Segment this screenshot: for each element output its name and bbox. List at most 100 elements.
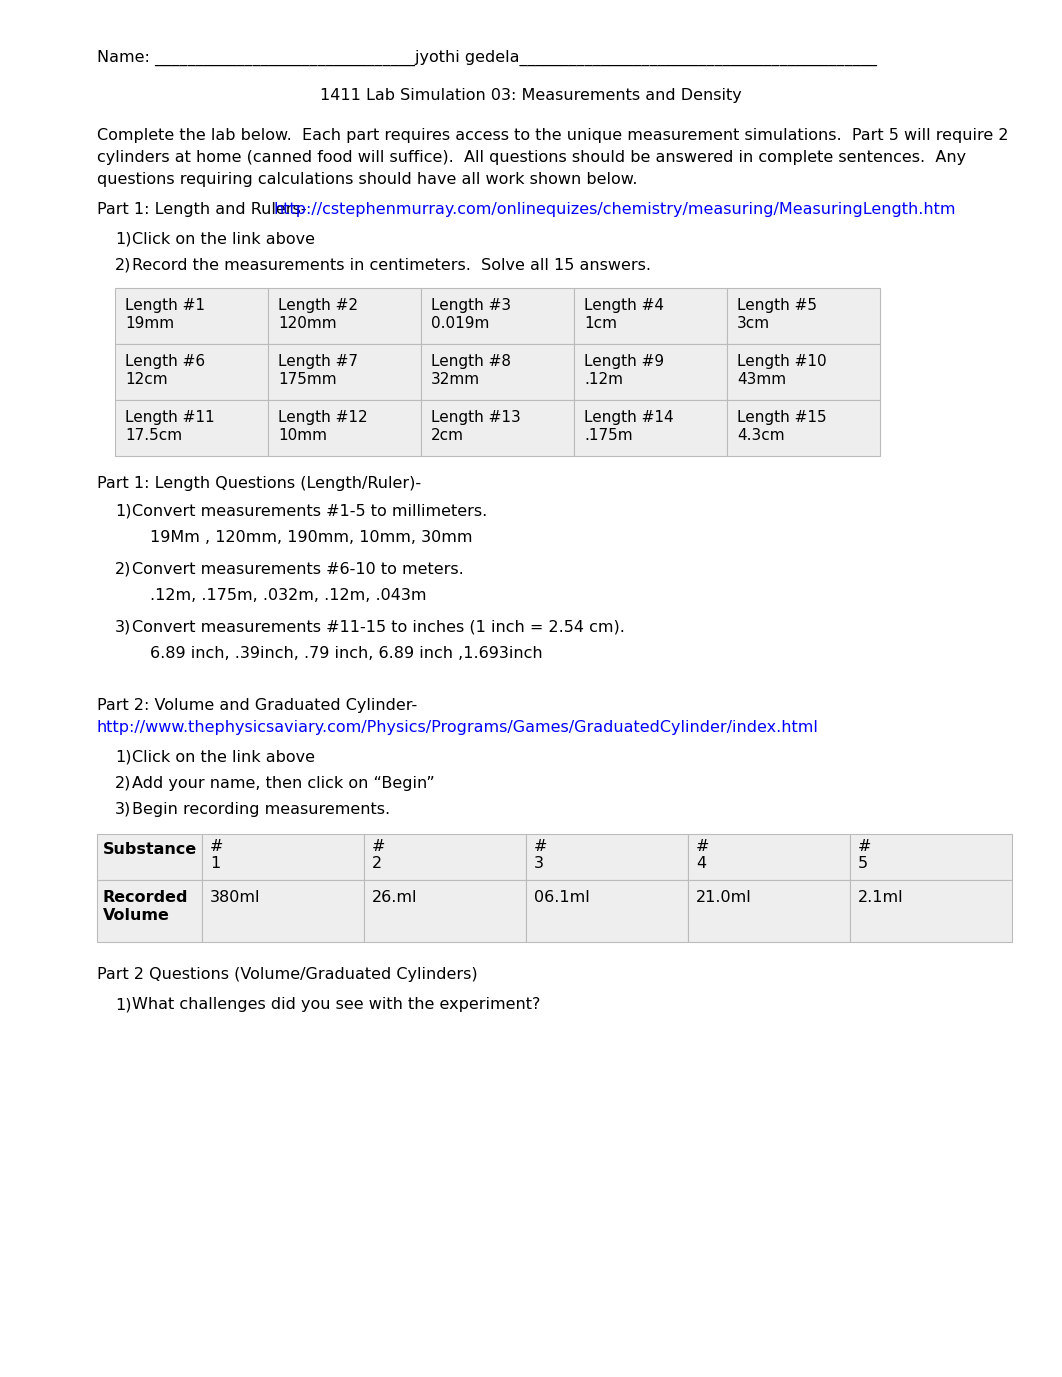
Text: Length #10: Length #10 — [737, 354, 826, 369]
Text: 1): 1) — [115, 231, 132, 246]
Text: questions requiring calculations should have all work shown below.: questions requiring calculations should … — [97, 172, 637, 187]
Bar — [364, 834, 526, 880]
Text: Part 2: Volume and Graduated Cylinder-: Part 2: Volume and Graduated Cylinder- — [97, 698, 417, 713]
Text: What challenges did you see with the experiment?: What challenges did you see with the exp… — [132, 997, 541, 1012]
Text: 3): 3) — [115, 620, 132, 635]
Text: 3): 3) — [115, 801, 132, 817]
Text: 43mm: 43mm — [737, 372, 786, 387]
Bar — [268, 344, 421, 399]
Text: Add your name, then click on “Begin”: Add your name, then click on “Begin” — [132, 777, 434, 790]
Bar — [573, 288, 727, 344]
Text: Length #1: Length #1 — [125, 297, 205, 313]
Text: #: # — [534, 839, 547, 854]
Text: Length #5: Length #5 — [737, 297, 817, 313]
Text: Length #13: Length #13 — [431, 410, 520, 425]
Text: #: # — [858, 839, 872, 854]
Text: Length #2: Length #2 — [278, 297, 358, 313]
Text: #: # — [210, 839, 223, 854]
Text: Click on the link above: Click on the link above — [132, 750, 315, 766]
Text: Name: ________________________________jyothi gedela_____________________________: Name: ________________________________jy… — [97, 50, 877, 66]
Text: Click on the link above: Click on the link above — [132, 231, 315, 246]
Text: 175mm: 175mm — [278, 372, 337, 387]
Text: #: # — [696, 839, 709, 854]
Text: http://cstephenmurray.com/onlinequizes/chemistry/measuring/MeasuringLength.htm: http://cstephenmurray.com/onlinequizes/c… — [274, 202, 957, 218]
Bar — [115, 399, 268, 456]
Text: Complete the lab below.  Each part requires access to the unique measurement sim: Complete the lab below. Each part requir… — [97, 128, 1009, 143]
Text: Substance: Substance — [103, 841, 198, 856]
Bar — [268, 288, 421, 344]
Bar — [850, 834, 1012, 880]
Text: 2: 2 — [372, 856, 382, 872]
Text: 1: 1 — [210, 856, 220, 872]
Bar — [526, 880, 688, 942]
Text: Length #6: Length #6 — [125, 354, 205, 369]
Text: http://www.thephysicsaviary.com/Physics/Programs/Games/GraduatedCylinder/index.h: http://www.thephysicsaviary.com/Physics/… — [97, 720, 819, 735]
Text: Length #4: Length #4 — [584, 297, 664, 313]
Text: 1411 Lab Simulation 03: Measurements and Density: 1411 Lab Simulation 03: Measurements and… — [320, 88, 742, 103]
Bar — [421, 288, 573, 344]
Text: 32mm: 32mm — [431, 372, 480, 387]
Bar — [526, 834, 688, 880]
Bar — [573, 344, 727, 399]
Text: Recorded: Recorded — [103, 890, 188, 905]
Text: .175m: .175m — [584, 428, 633, 443]
Text: 3cm: 3cm — [737, 315, 770, 330]
Text: 19mm: 19mm — [125, 315, 174, 330]
Bar — [115, 288, 268, 344]
Text: .12m, .175m, .032m, .12m, .043m: .12m, .175m, .032m, .12m, .043m — [150, 588, 427, 603]
Bar — [202, 834, 364, 880]
Text: #: # — [372, 839, 386, 854]
Text: Part 1: Length Questions (Length/Ruler)-: Part 1: Length Questions (Length/Ruler)- — [97, 476, 422, 492]
Text: 6.89 inch, .39inch, .79 inch, 6.89 inch ,1.693inch: 6.89 inch, .39inch, .79 inch, 6.89 inch … — [150, 646, 543, 661]
Bar — [202, 880, 364, 942]
Bar — [115, 344, 268, 399]
Text: 2): 2) — [115, 777, 132, 790]
Text: Part 2 Questions (Volume/Graduated Cylinders): Part 2 Questions (Volume/Graduated Cylin… — [97, 967, 478, 982]
Text: Convert measurements #1-5 to millimeters.: Convert measurements #1-5 to millimeters… — [132, 504, 487, 519]
Bar — [268, 399, 421, 456]
Bar — [688, 834, 850, 880]
Text: Length #7: Length #7 — [278, 354, 358, 369]
Text: Length #9: Length #9 — [584, 354, 664, 369]
Text: 2): 2) — [115, 562, 132, 577]
Text: Record the measurements in centimeters.  Solve all 15 answers.: Record the measurements in centimeters. … — [132, 257, 651, 273]
Text: Begin recording measurements.: Begin recording measurements. — [132, 801, 390, 817]
Text: 2): 2) — [115, 257, 132, 273]
Text: 120mm: 120mm — [278, 315, 337, 330]
Text: Part 1: Length and Rulers-: Part 1: Length and Rulers- — [97, 202, 311, 218]
Text: 380ml: 380ml — [210, 890, 260, 905]
Text: 17.5cm: 17.5cm — [125, 428, 182, 443]
Text: .12m: .12m — [584, 372, 623, 387]
Text: 12cm: 12cm — [125, 372, 168, 387]
Text: 06.1ml: 06.1ml — [534, 890, 589, 905]
Text: Length #14: Length #14 — [584, 410, 673, 425]
Text: 10mm: 10mm — [278, 428, 327, 443]
Text: 21.0ml: 21.0ml — [696, 890, 752, 905]
Text: Length #15: Length #15 — [737, 410, 826, 425]
Bar — [727, 344, 880, 399]
Bar — [573, 399, 727, 456]
Bar — [97, 834, 202, 880]
Bar — [850, 880, 1012, 942]
Text: 19Mm , 120mm, 190mm, 10mm, 30mm: 19Mm , 120mm, 190mm, 10mm, 30mm — [150, 530, 473, 545]
Bar — [688, 880, 850, 942]
Text: 1): 1) — [115, 504, 132, 519]
Bar — [97, 880, 202, 942]
Text: Convert measurements #11-15 to inches (1 inch = 2.54 cm).: Convert measurements #11-15 to inches (1… — [132, 620, 624, 635]
Text: 1): 1) — [115, 997, 132, 1012]
Text: 1): 1) — [115, 750, 132, 766]
Text: 26.ml: 26.ml — [372, 890, 417, 905]
Text: 5: 5 — [858, 856, 868, 872]
Text: Length #8: Length #8 — [431, 354, 511, 369]
Text: 2.1ml: 2.1ml — [858, 890, 904, 905]
Text: 3: 3 — [534, 856, 544, 872]
Text: 4.3cm: 4.3cm — [737, 428, 785, 443]
Text: 1cm: 1cm — [584, 315, 617, 330]
Text: Length #12: Length #12 — [278, 410, 367, 425]
Bar — [421, 399, 573, 456]
Bar — [727, 288, 880, 344]
Bar — [421, 344, 573, 399]
Text: Length #11: Length #11 — [125, 410, 215, 425]
Text: 4: 4 — [696, 856, 706, 872]
Text: cylinders at home (canned food will suffice).  All questions should be answered : cylinders at home (canned food will suff… — [97, 150, 966, 165]
